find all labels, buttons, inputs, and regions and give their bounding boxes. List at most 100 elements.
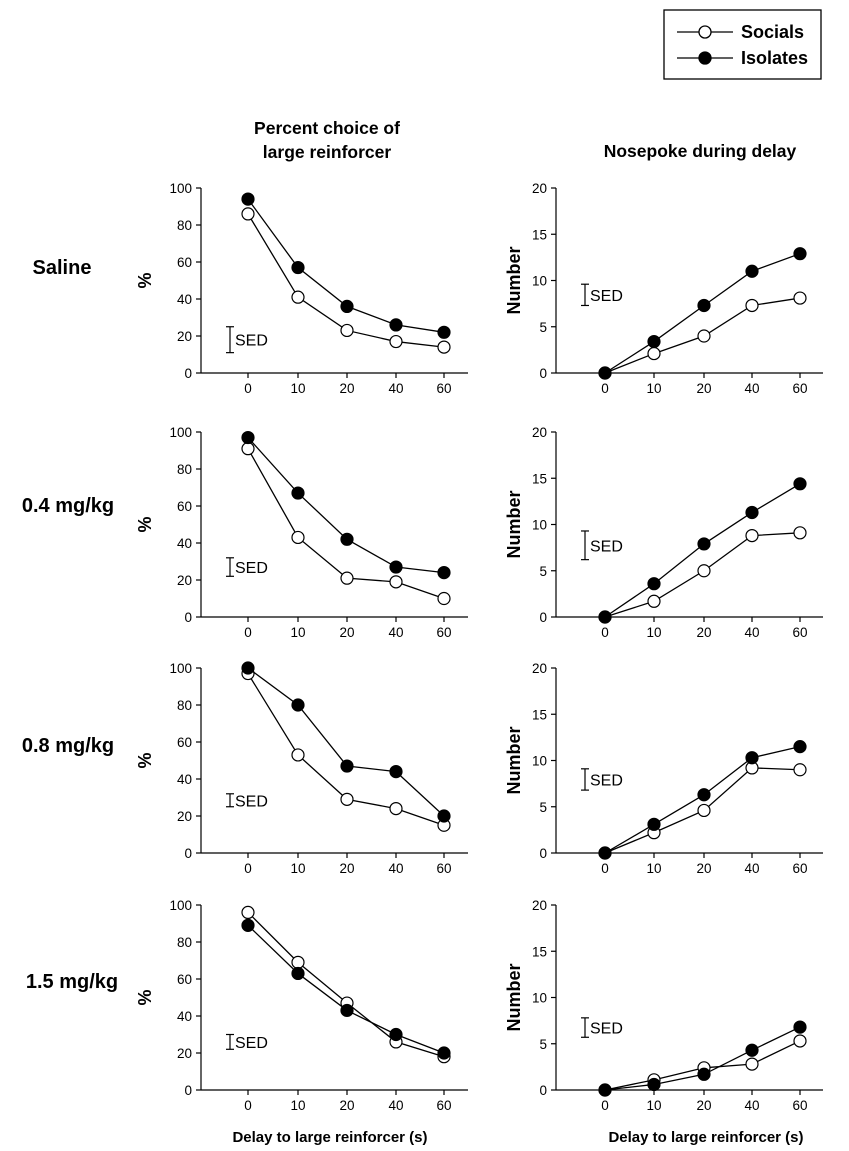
sed-label: SED — [235, 560, 268, 577]
data-point-socials — [389, 801, 403, 816]
data-point-socials — [793, 291, 807, 305]
data-point-socials — [241, 905, 255, 920]
x-tick-label: 10 — [290, 1098, 305, 1113]
right-column-title: Nosepoke during delay — [604, 141, 797, 161]
data-point-isolates — [697, 298, 711, 313]
x-tick-label: 20 — [696, 861, 711, 876]
panel-1-left: 0 20 40 60 80 100 0 10 20 40 60% SED — [135, 181, 468, 396]
series-line-socials — [247, 911, 445, 1058]
y-tick-label: 60 — [177, 972, 192, 987]
data-point-socials — [793, 526, 807, 540]
y-tick-label: 80 — [177, 935, 192, 950]
legend-socials-label: Socials — [741, 22, 804, 42]
y-tick-label: 10 — [532, 274, 547, 289]
x-tick-label: 20 — [339, 861, 354, 876]
sed-label: SED — [235, 793, 268, 810]
data-point-isolates — [389, 560, 403, 574]
data-point-socials — [697, 803, 711, 818]
y-axis-label: % — [135, 989, 155, 1005]
left-xlabel: Delay to large reinforcer (s) — [232, 1129, 427, 1146]
x-tick-label: 40 — [388, 1098, 403, 1113]
data-point-socials — [291, 748, 305, 762]
y-tick-label: 0 — [539, 1083, 547, 1098]
y-tick-label: 100 — [169, 898, 192, 913]
data-point-isolates — [437, 1046, 451, 1060]
x-tick-label: 20 — [696, 1098, 711, 1113]
x-tick-label: 0 — [244, 1098, 252, 1113]
data-point-socials — [291, 290, 305, 304]
y-tick-label: 15 — [532, 707, 547, 722]
y-axis-label: Number — [504, 490, 524, 558]
row-label-saline: Saline — [33, 257, 92, 279]
series-line-isolates — [247, 924, 445, 1054]
data-point-isolates — [241, 192, 255, 206]
y-axis-label: % — [135, 272, 155, 288]
sed-label: SED — [590, 772, 623, 789]
y-tick-label: 80 — [177, 218, 192, 233]
data-point-socials — [241, 442, 255, 456]
y-tick-label: 0 — [184, 846, 192, 861]
left-column-title-line1: Percent choice of — [254, 118, 400, 138]
data-point-socials — [437, 340, 451, 354]
x-tick-label: 60 — [792, 625, 807, 640]
data-point-isolates — [340, 532, 354, 546]
y-tick-label: 100 — [169, 181, 192, 196]
y-tick-label: 10 — [532, 754, 547, 769]
y-tick-label: 10 — [532, 518, 547, 533]
data-point-isolates — [745, 751, 759, 765]
y-tick-label: 20 — [532, 425, 547, 440]
data-point-socials — [340, 571, 354, 585]
data-point-socials — [793, 1034, 807, 1048]
y-tick-label: 40 — [177, 292, 192, 307]
sed-label: SED — [590, 538, 623, 555]
y-tick-label: 5 — [539, 564, 547, 579]
y-axis-label: % — [135, 516, 155, 532]
series-line-isolates — [247, 437, 445, 574]
data-point-socials — [745, 1057, 759, 1071]
x-tick-label: 20 — [339, 625, 354, 640]
y-axis-label: Number — [504, 246, 524, 314]
data-point-isolates — [598, 846, 612, 860]
y-tick-label: 60 — [177, 255, 192, 270]
y-axis-label: Number — [504, 963, 524, 1031]
series-line-isolates — [604, 483, 801, 618]
y-tick-label: 20 — [177, 809, 192, 824]
data-point-isolates — [793, 477, 807, 491]
x-tick-label: 20 — [696, 625, 711, 640]
data-point-isolates — [793, 1020, 807, 1034]
x-tick-label: 60 — [436, 861, 451, 876]
panel-3-right: 0 5 10 15 20 0 10 20 40 60 Number SED — [504, 661, 823, 876]
data-point-isolates — [697, 537, 711, 551]
data-point-isolates — [340, 1003, 354, 1018]
y-tick-label: 40 — [177, 536, 192, 551]
x-tick-label: 40 — [388, 381, 403, 396]
y-tick-label: 20 — [177, 1046, 192, 1061]
data-point-isolates — [291, 966, 305, 981]
y-tick-label: 15 — [532, 227, 547, 242]
x-tick-label: 10 — [290, 381, 305, 396]
data-point-isolates — [340, 299, 354, 313]
data-point-isolates — [793, 740, 807, 754]
data-point-isolates — [793, 247, 807, 261]
row-label-0-4: 0.4 mg/kg — [22, 495, 114, 517]
x-tick-label: 10 — [290, 625, 305, 640]
x-tick-label: 40 — [388, 625, 403, 640]
panel-1-right: 0 5 10 15 20 0 10 20 40 60 Number SED — [504, 181, 823, 396]
data-point-isolates — [697, 788, 711, 802]
panel-4-left: 0 20 40 60 80 100 0 10 20 40 60% SED — [135, 898, 468, 1113]
y-tick-label: 0 — [184, 610, 192, 625]
x-tick-label: 60 — [436, 625, 451, 640]
data-point-isolates — [437, 809, 451, 823]
x-tick-label: 40 — [744, 625, 759, 640]
y-axis-label: % — [135, 752, 155, 768]
y-tick-label: 60 — [177, 499, 192, 514]
x-tick-label: 60 — [792, 381, 807, 396]
data-point-isolates — [647, 817, 661, 831]
data-point-isolates — [745, 505, 759, 520]
panel-4-right: 0 5 10 15 20 0 10 20 40 60 Number SED — [504, 898, 823, 1113]
legend-isolates-label: Isolates — [741, 48, 808, 68]
panel-2-left: 0 20 40 60 80 100 0 10 20 40 60% SED — [135, 425, 468, 640]
data-point-socials — [745, 298, 759, 313]
data-point-isolates — [745, 1043, 759, 1057]
y-tick-label: 80 — [177, 698, 192, 713]
